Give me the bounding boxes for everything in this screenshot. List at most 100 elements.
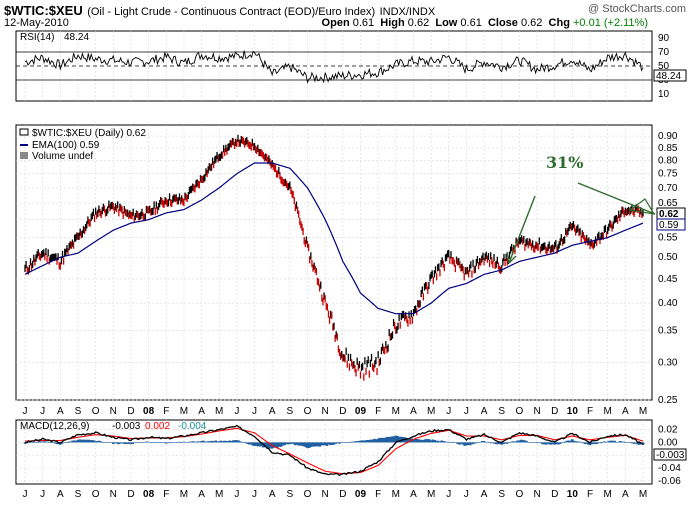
- x-tick-label: A: [198, 489, 205, 500]
- x-tick-label: 08: [143, 489, 155, 500]
- macd-histogram-bar: [157, 442, 161, 443]
- macd-histogram-bar: [526, 441, 530, 443]
- macd-histogram-bar: [295, 442, 299, 445]
- macd-histogram-bar: [336, 442, 339, 444]
- macd-histogram-bar: [228, 440, 232, 443]
- macd-histogram-bar: [514, 441, 518, 443]
- macd-histogram-bar: [89, 440, 92, 443]
- macd-histogram-bar: [127, 442, 131, 444]
- x-tick-label: 10: [567, 489, 579, 500]
- macd-histogram-bar: [316, 442, 320, 447]
- x-tick-label: O: [516, 489, 524, 500]
- macd-y-tick-label: 0.02: [658, 425, 678, 436]
- macd-histogram-bar: [279, 442, 283, 447]
- macd-histogram-bar: [244, 442, 248, 444]
- macd-histogram-bar: [306, 442, 309, 449]
- macd-histogram-bar: [608, 440, 611, 443]
- macd-histogram-bar: [479, 441, 482, 443]
- watermark: @ StockCharts.com: [588, 3, 686, 15]
- macd-y-tick-label: -0.04: [658, 463, 681, 474]
- macd-histogram-bar: [322, 442, 325, 446]
- macd-histogram-bar: [212, 441, 216, 443]
- x-tick-label: A: [481, 406, 488, 417]
- macd-histogram-bar: [124, 442, 127, 445]
- macd-histogram-bar: [110, 442, 113, 443]
- chg-label: Chg: [548, 17, 570, 29]
- x-tick-label: S: [75, 489, 82, 500]
- macd-histogram-bar: [572, 440, 576, 443]
- price-legend-swatch: [19, 128, 29, 136]
- x-tick-label: J: [464, 406, 469, 417]
- macd-legend-label: MACD(12,26,9): [20, 421, 89, 432]
- x-tick-label: O: [92, 406, 100, 417]
- macd-histogram-bar: [481, 440, 484, 443]
- macd-histogram-bar: [265, 442, 269, 448]
- macd-histogram-bar: [209, 441, 212, 443]
- macd-histogram-bar: [530, 442, 534, 443]
- x-tick-label: A: [622, 406, 629, 417]
- macd-histogram-bar: [601, 441, 604, 443]
- macd-histogram-bar: [117, 442, 120, 445]
- macd-histogram-bar: [389, 436, 392, 443]
- rsi-line: [24, 50, 644, 84]
- macd-histogram-bar: [120, 442, 124, 444]
- macd-histogram-bar: [71, 440, 74, 443]
- rsi-y-tick-label: 70: [658, 47, 670, 58]
- macd-histogram-bar: [387, 436, 391, 443]
- macd-histogram-bar: [343, 442, 346, 443]
- macd-histogram-bar: [193, 441, 196, 443]
- x-tick-label: A: [481, 489, 488, 500]
- macd-histogram-bar: [426, 439, 429, 443]
- macd-histogram-bar: [631, 442, 634, 444]
- macd-histogram-bar: [311, 442, 315, 447]
- macd-histogram-bar: [27, 442, 30, 444]
- macd-histogram-bar: [96, 441, 99, 443]
- price-y-tick-label: 0.80: [658, 155, 678, 166]
- macd-histogram-bar: [315, 442, 318, 447]
- rsi-y-tick-label: 10: [658, 89, 670, 100]
- macd-panel-frame: [15, 419, 653, 485]
- x-tick-label: M: [180, 406, 188, 417]
- macd-histogram-bar: [202, 440, 205, 443]
- macd-histogram-bar: [505, 442, 509, 444]
- macd-histogram-bar: [632, 442, 636, 444]
- x-tick-label: M: [604, 489, 612, 500]
- macd-histogram-bar: [108, 442, 112, 443]
- macd-histogram-bar: [466, 442, 470, 445]
- macd-histogram-bar: [533, 442, 537, 443]
- macd-histogram-bar: [463, 442, 466, 446]
- trend-arrow-line: [508, 195, 536, 264]
- x-tick-label: F: [375, 406, 381, 417]
- price-y-tick-label: 0.65: [658, 198, 678, 209]
- macd-histogram-bar: [489, 442, 493, 444]
- macd-histogram-bar: [69, 441, 73, 443]
- macd-histogram-bar: [609, 440, 613, 443]
- macd-histogram-bar: [618, 440, 622, 443]
- macd-histogram-bar: [599, 442, 602, 444]
- macd-histogram-bar: [583, 442, 587, 445]
- x-tick-label: J: [23, 489, 28, 500]
- macd-histogram-bar: [41, 441, 44, 443]
- macd-histogram-bar: [549, 442, 553, 445]
- macd-histogram-bar: [34, 442, 37, 443]
- histogram-legend-value: -0.004: [178, 421, 207, 432]
- macd-histogram-bar: [28, 442, 32, 443]
- price-y-tick-label: 0.70: [658, 183, 678, 194]
- macd-histogram-bar: [106, 442, 110, 443]
- x-tick-label: J: [464, 489, 469, 500]
- x-tick-label: D: [551, 406, 558, 417]
- macd-histogram-bar: [346, 442, 350, 443]
- macd-histogram-bar: [355, 441, 359, 443]
- x-tick-label: M: [427, 406, 435, 417]
- macd-histogram-bar: [548, 442, 551, 445]
- price-y-tick-label: 0.35: [658, 326, 678, 337]
- macd-histogram-bar: [456, 442, 459, 444]
- macd-histogram-bar: [383, 437, 387, 443]
- macd-histogram-bar: [493, 442, 496, 444]
- macd-histogram-bar: [191, 441, 195, 443]
- trend-arrow-head: [506, 251, 517, 264]
- macd-histogram-bar: [217, 441, 221, 443]
- price-panel-frame: [15, 124, 653, 401]
- macd-y-tick-label: -0.06: [658, 476, 681, 487]
- macd-histogram-bar: [283, 442, 286, 446]
